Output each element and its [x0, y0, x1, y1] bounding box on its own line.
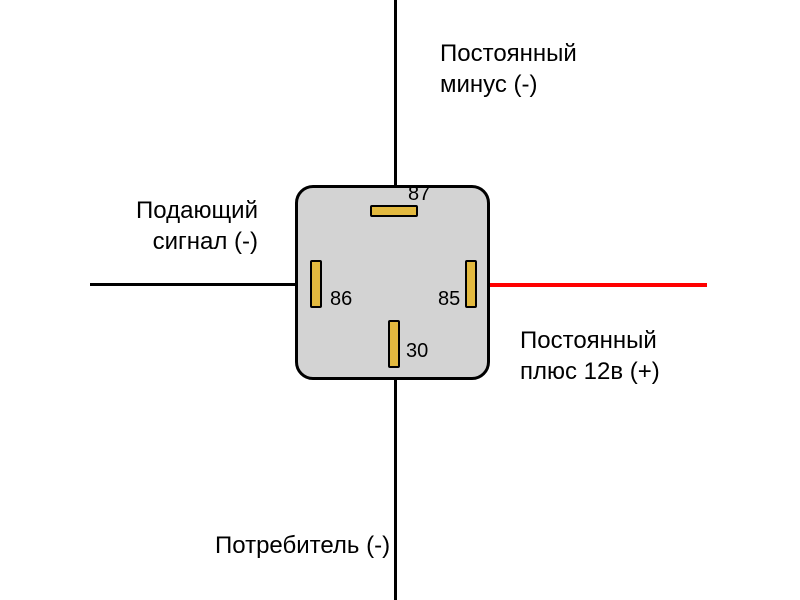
- pin-86: [310, 260, 322, 308]
- label-bottom-line1: Потребитель (-): [215, 532, 390, 559]
- relay-diagram: 87 86 85 30 Постоянный минус (-) Подающи…: [0, 0, 800, 600]
- label-right-line1: Постоянный: [520, 327, 657, 354]
- pin-label-87: 87: [408, 183, 430, 206]
- wire-bottom: [394, 368, 397, 600]
- pin-label-86: 86: [330, 288, 352, 311]
- label-right: Постоянный плюс 12в (+): [520, 325, 660, 387]
- label-top: Постоянный минус (-): [440, 38, 577, 100]
- pin-label-30: 30: [406, 340, 428, 363]
- wire-right: [477, 283, 707, 287]
- wire-top: [394, 0, 397, 205]
- label-top-line1: Постоянный: [440, 40, 577, 67]
- label-right-line2: плюс 12в (+): [520, 358, 660, 385]
- pin-85: [465, 260, 477, 308]
- label-left: Подающий сигнал (-): [38, 195, 258, 257]
- wire-left: [90, 283, 310, 286]
- label-top-line2: минус (-): [440, 71, 538, 98]
- pin-87: [370, 205, 418, 217]
- label-bottom: Потребитель (-): [215, 530, 390, 561]
- pin-30: [388, 320, 400, 368]
- pin-label-85: 85: [438, 288, 460, 311]
- label-left-line1: Подающий: [136, 197, 258, 224]
- label-left-line2: сигнал (-): [153, 228, 258, 255]
